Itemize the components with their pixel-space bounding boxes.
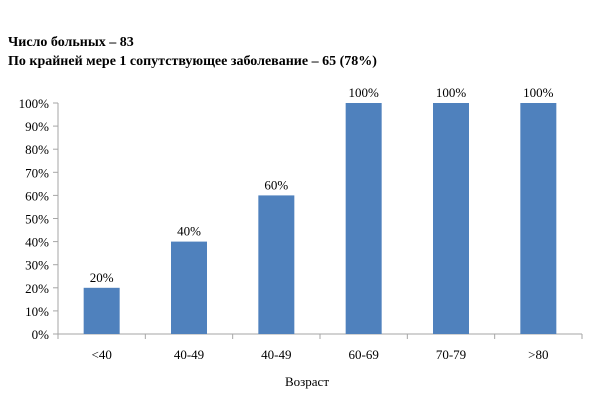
chart-title: Число больных – 83 По крайней мере 1 соп… — [8, 33, 377, 71]
data-label: 100% — [436, 85, 467, 100]
y-axis: 0% 10% 20% 30% 40% 50% 60% 70% 80% 90% 100% — [19, 96, 59, 342]
x-tick-label: 40-49 — [174, 347, 204, 362]
bar — [83, 287, 120, 334]
data-label: 20% — [90, 270, 114, 285]
bars — [83, 103, 557, 334]
data-label: 40% — [177, 224, 201, 239]
bar — [171, 241, 207, 334]
y-tick-label: 30% — [25, 258, 49, 273]
y-tick-label: 40% — [25, 235, 49, 250]
chart-title-line-2: По крайней мере 1 сопутствующее заболева… — [8, 54, 377, 69]
y-tick-label: 50% — [25, 212, 49, 227]
y-tick-label: 100% — [19, 96, 50, 111]
bar — [520, 103, 557, 334]
y-tick-label: 60% — [25, 188, 49, 203]
chart-title-line-1: Число больных – 83 — [8, 35, 134, 50]
y-tick-label: 90% — [25, 119, 49, 134]
y-tick-label: 0% — [32, 327, 50, 342]
bar — [345, 103, 382, 334]
x-axis-title: Возраст — [285, 374, 329, 389]
bar — [258, 195, 295, 334]
data-label: 60% — [264, 177, 288, 192]
y-tick-label: 70% — [25, 165, 49, 180]
y-tick-label: 80% — [25, 142, 49, 157]
data-label: 100% — [523, 85, 554, 100]
x-tick-label: 40-49 — [261, 347, 291, 362]
bar — [433, 103, 469, 334]
y-tick-label: 20% — [25, 281, 49, 296]
x-tick-label: >80 — [528, 347, 548, 362]
x-tick-label: <40 — [91, 347, 111, 362]
x-tick-label: 60-69 — [348, 347, 378, 362]
data-label: 100% — [348, 85, 379, 100]
data-labels: 20% 40% 60% 100% 100% 100% — [90, 85, 554, 285]
y-tick-label: 10% — [25, 304, 49, 319]
x-tick-label: 70-79 — [436, 347, 466, 362]
x-axis: <40 40-49 40-49 60-69 70-79 >80 — [57, 333, 583, 362]
